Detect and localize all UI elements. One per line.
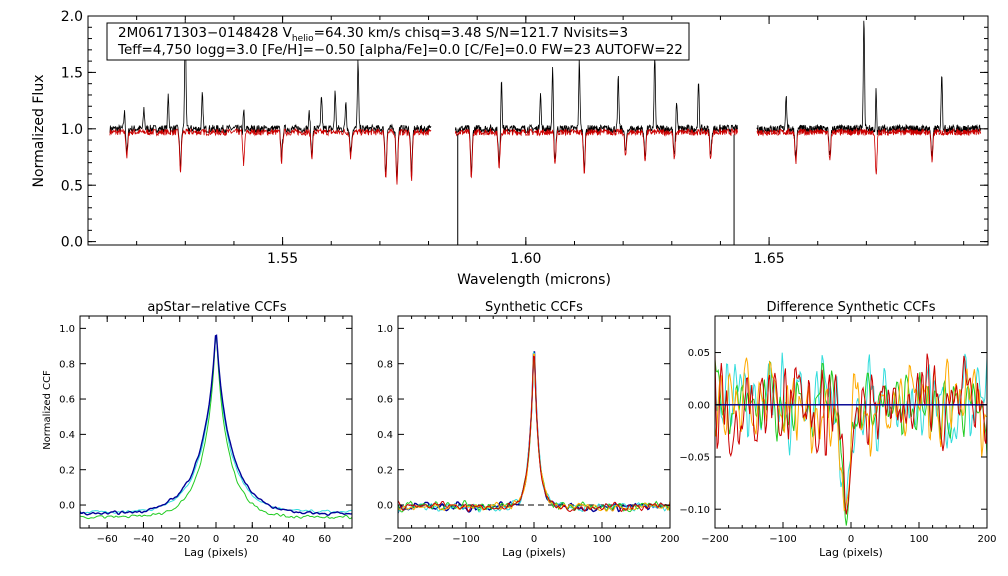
ccf-series-line — [398, 357, 670, 513]
x-tick-label: −100 — [769, 534, 796, 545]
apstar-title: apStar−relative CCFs — [147, 300, 287, 315]
model-spectrum-line — [756, 127, 982, 175]
difference-data — [715, 352, 987, 526]
apstar-frame — [79, 315, 353, 529]
x-tick-label: 60 — [318, 534, 331, 545]
ccf-series-line — [80, 336, 352, 515]
x-tick-label: 40 — [282, 534, 295, 545]
y-tick-label: 0.4 — [377, 430, 393, 441]
x-tick-label: 1.60 — [510, 251, 541, 267]
annotation-line1-post: =64.30 km/s chisq=3.48 S/N=121.7 Nvisits… — [314, 25, 628, 41]
synthetic-data — [398, 351, 670, 514]
y-tick-label: 0.5 — [61, 178, 83, 194]
apstar-ccf-panel: apStar−relative CCFs −60 −40 −20 0 20 40 60 0.0… — [42, 300, 353, 559]
y-tick-label: 0.0 — [377, 501, 393, 512]
y-tick-label: 1.5 — [61, 65, 83, 81]
spectrum-ticks: 1.55 1.60 1.65 0.0 0.5 1.0 1.5 2.0 — [61, 9, 988, 267]
y-tick-label: 0.00 — [688, 400, 710, 411]
y-tick-label: −0.10 — [679, 505, 710, 516]
x-tick-label: 20 — [246, 534, 259, 545]
x-tick-label: −100 — [452, 534, 479, 545]
y-tick-label: 1.0 — [61, 122, 83, 138]
ccf-series-line — [80, 334, 352, 517]
apstar-data — [80, 334, 352, 520]
x-tick-label: 0 — [531, 534, 537, 545]
difference-ccf-panel: Difference Synthetic CCFs −200 −100 0 100 20… — [679, 300, 996, 559]
spectrum-annotation-line1: 2M06171303−0148428 Vhelio=64.30 km/s chi… — [118, 25, 628, 44]
x-tick-label: −200 — [701, 534, 728, 545]
y-tick-label: 0.0 — [59, 501, 75, 512]
ccf-series-line — [715, 352, 987, 515]
y-tick-label: 1.0 — [59, 324, 75, 335]
spectrum-xlabel: Wavelength (microns) — [457, 272, 611, 288]
model-spectrum-line — [454, 127, 738, 179]
x-tick-label: −200 — [384, 534, 411, 545]
model-spectrum-line — [109, 127, 432, 185]
spectrum-frame — [87, 15, 989, 246]
observed-spectrum-line — [454, 59, 738, 173]
y-tick-label: 0.4 — [59, 430, 75, 441]
synthetic-xlabel: Lag (pixels) — [502, 546, 566, 559]
y-tick-label: 0.8 — [377, 359, 393, 370]
y-tick-label: 0.0 — [61, 235, 83, 251]
spectrum-data — [109, 19, 982, 245]
apstar-ticks: −60 −40 −20 0 20 40 60 0.0 0.2 0.4 0.6 0.8 1.0 — [59, 316, 352, 545]
x-tick-label: 200 — [977, 534, 996, 545]
annotation-line1-pre: 2M06171303−0148428 V — [118, 25, 293, 41]
ccf-series-line — [80, 336, 352, 520]
synthetic-title: Synthetic CCFs — [485, 300, 583, 315]
difference-title: Difference Synthetic CCFs — [766, 300, 935, 315]
synthetic-frame — [397, 315, 671, 529]
x-tick-label: 0 — [848, 534, 854, 545]
x-tick-label: 0 — [213, 534, 219, 545]
ccf-series-line — [398, 353, 670, 512]
y-tick-label: 0.6 — [59, 395, 75, 406]
synthetic-ccf-panel: Synthetic CCFs −200 −100 0 100 200 0.0 0.2 0.4 0… — [377, 300, 679, 559]
y-tick-label: −0.05 — [679, 453, 710, 464]
difference-xlabel: Lag (pixels) — [819, 546, 883, 559]
difference-frame — [714, 315, 988, 529]
synthetic-ticks: −200 −100 0 100 200 0.0 0.2 0.4 0.6 0.8 1.0 — [377, 316, 680, 545]
spectrum-annotation-box — [106, 22, 690, 61]
apstar-xlabel: Lag (pixels) — [184, 546, 248, 559]
x-tick-label: 1.55 — [267, 251, 298, 267]
apstar-ylabel: Normalized CCF — [42, 370, 53, 450]
y-tick-label: 0.2 — [59, 465, 75, 476]
spectrum-annotation-line2: Teff=4,750 logg=3.0 [Fe/H]=−0.50 [alpha/… — [117, 42, 683, 58]
x-tick-label: −60 — [97, 534, 118, 545]
x-tick-label: 200 — [660, 534, 679, 545]
ccf-series-line — [398, 351, 670, 514]
difference-ticks: −200 −100 0 100 200 −0.10 −0.05 0.00 0.05 — [679, 316, 997, 545]
y-tick-label: 0.05 — [688, 348, 710, 359]
y-tick-label: 0.6 — [377, 395, 393, 406]
x-tick-label: −20 — [169, 534, 190, 545]
x-tick-label: 1.65 — [753, 251, 784, 267]
spectrum-ylabel: Normalized Flux — [31, 75, 47, 188]
x-tick-label: −40 — [133, 534, 154, 545]
x-tick-label: 100 — [909, 534, 928, 545]
observed-spectrum-line — [756, 20, 982, 160]
y-tick-label: 1.0 — [377, 324, 393, 335]
x-tick-label: 100 — [592, 534, 611, 545]
observed-spectrum-line — [109, 19, 432, 180]
y-tick-label: 2.0 — [61, 9, 83, 25]
annotation-line1-sub: helio — [292, 34, 314, 44]
ccf-series-line — [398, 351, 670, 514]
y-tick-label: 0.8 — [59, 359, 75, 370]
spectrum-panel: 1.55 1.60 1.65 0.0 0.5 1.0 1.5 2.0 2M06171303−0… — [31, 9, 989, 288]
y-tick-label: 0.2 — [377, 465, 393, 476]
ccf-series-line — [398, 355, 670, 513]
